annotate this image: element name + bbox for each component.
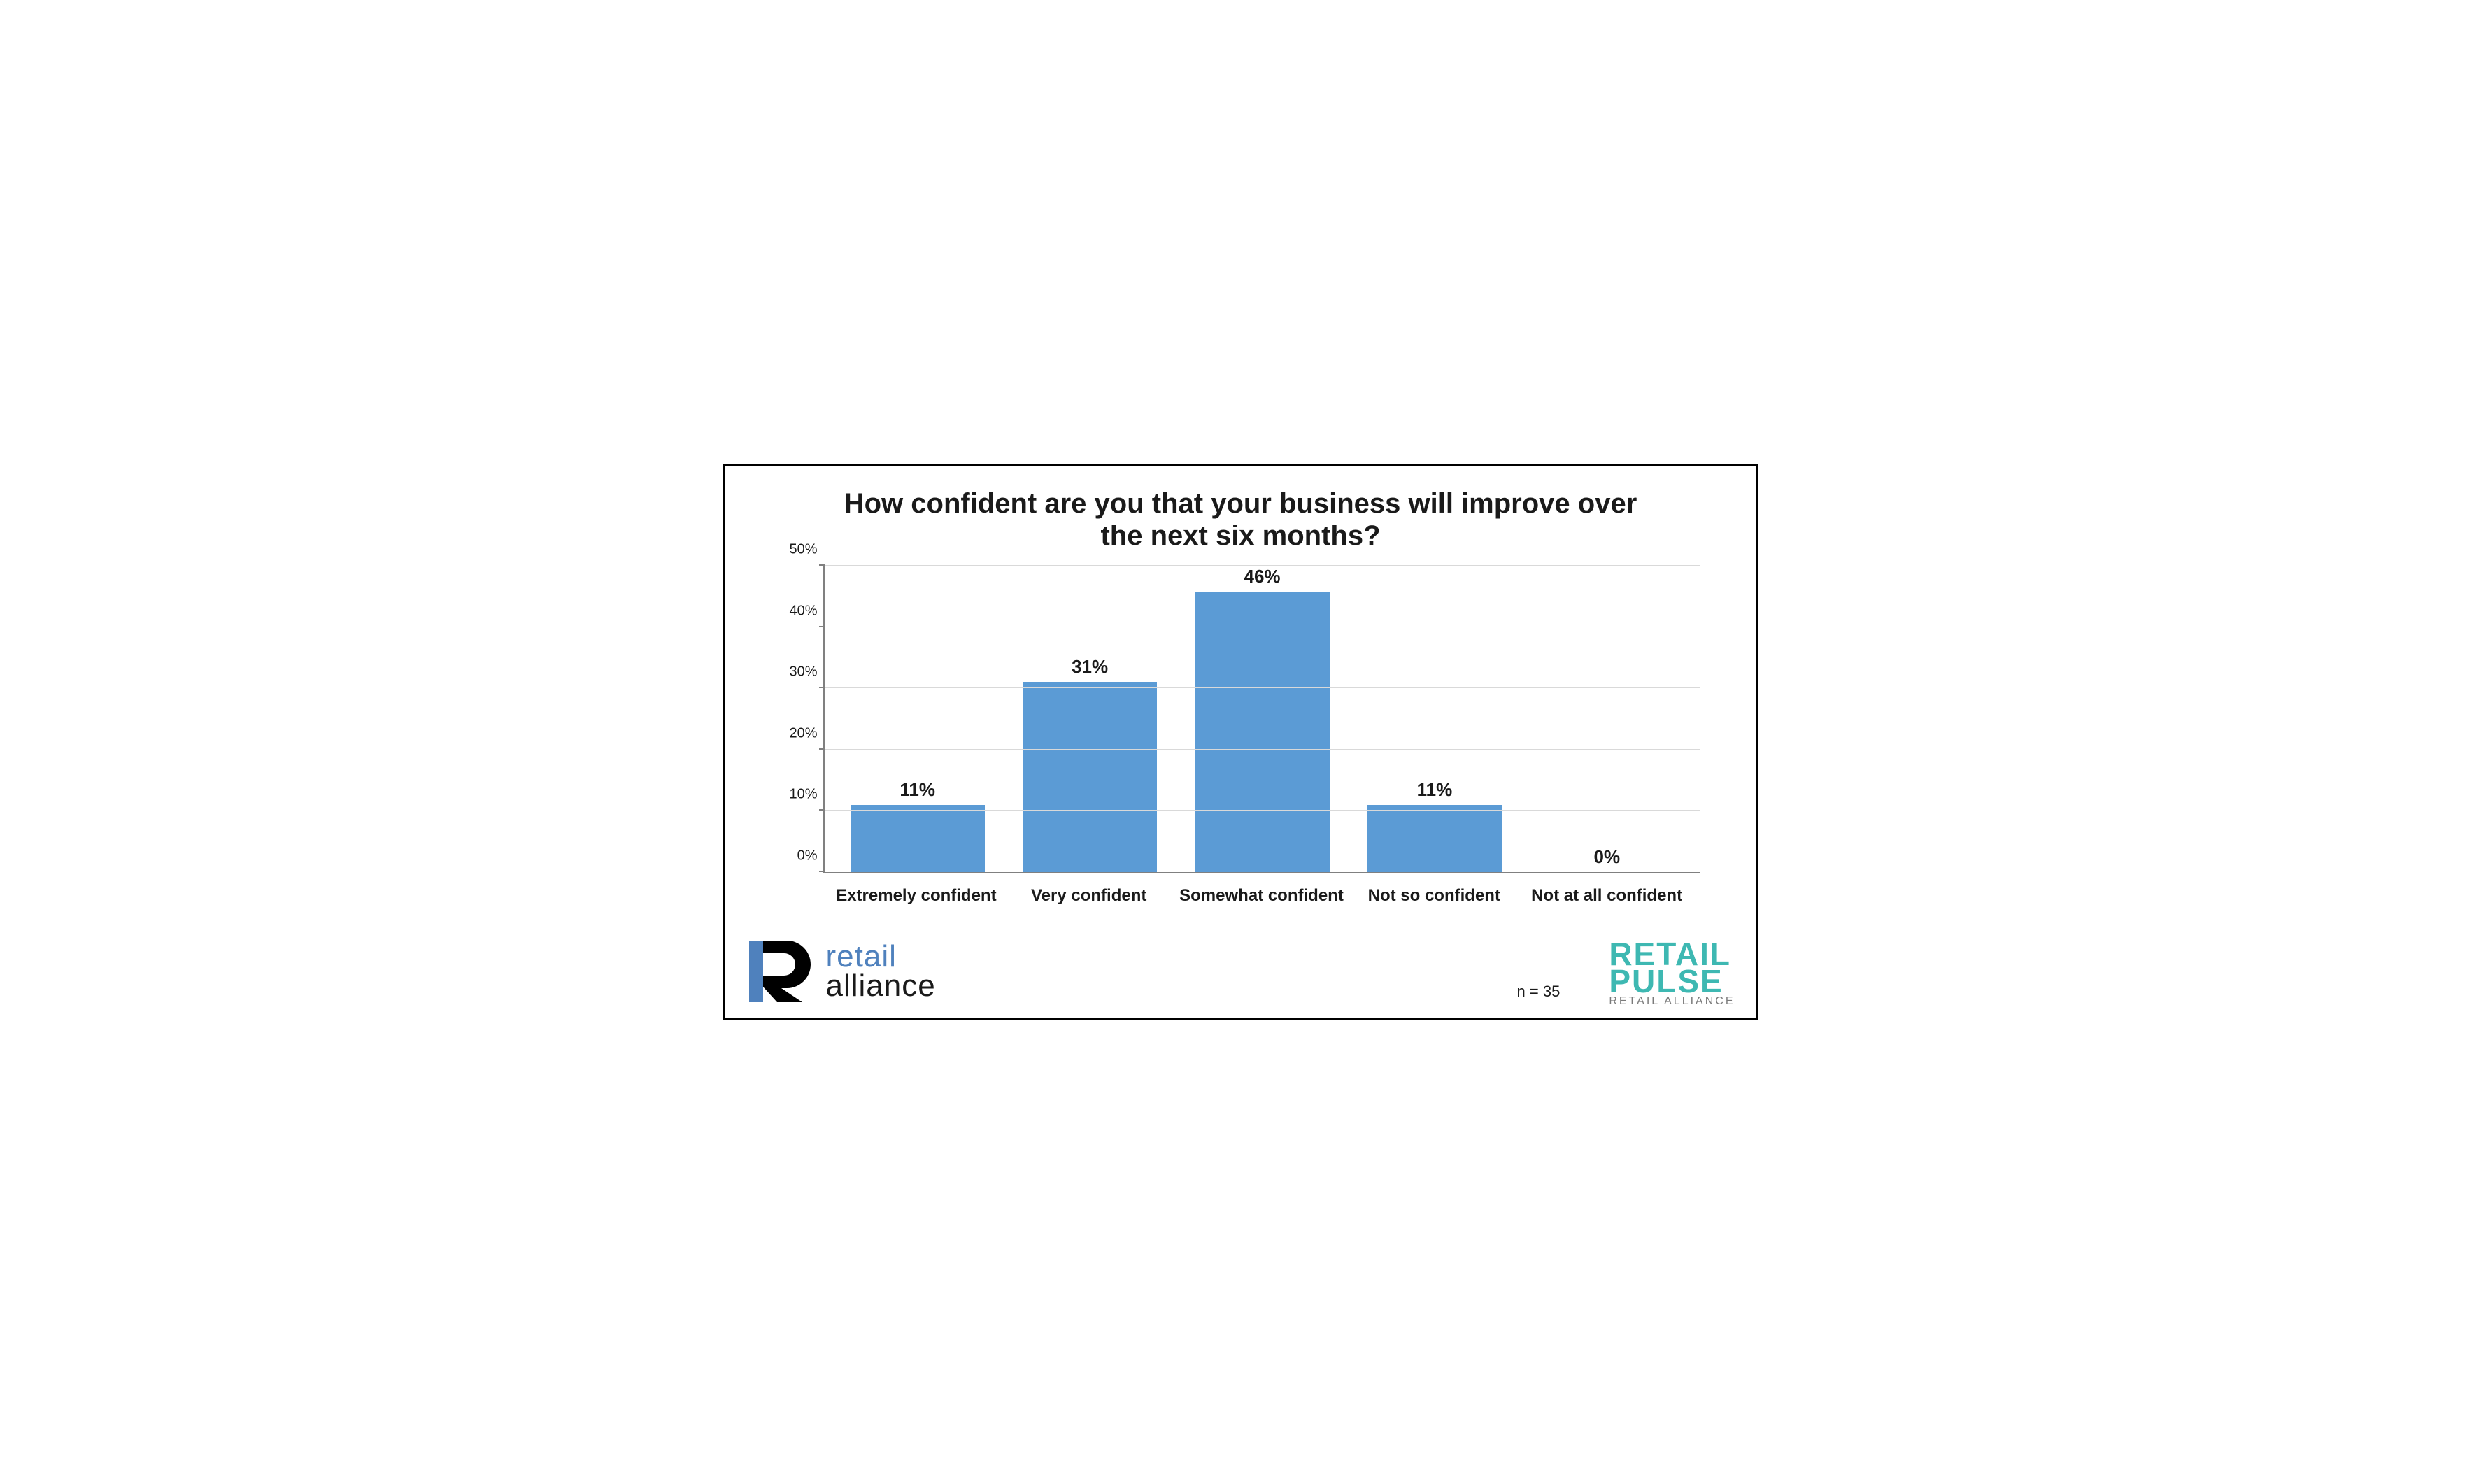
x-axis-label: Not at all confident — [1521, 880, 1693, 929]
chart-frame: How confident are you that your business… — [723, 464, 1758, 1020]
bar-slot: 11% — [1349, 566, 1521, 872]
y-tick-label: 50% — [789, 542, 824, 558]
bar — [1195, 592, 1329, 872]
y-tick-mark — [819, 564, 825, 566]
bar-slot: 31% — [1004, 566, 1176, 872]
y-tick-mark — [819, 687, 825, 688]
bar-value-label: 11% — [900, 779, 935, 801]
logo-left-line2: alliance — [826, 971, 936, 1001]
gridline — [825, 810, 1700, 811]
bar-value-label: 31% — [1072, 656, 1108, 678]
sample-size-label: n = 35 — [1517, 983, 1561, 1001]
y-tick-label: 20% — [789, 725, 824, 741]
retail-alliance-text: retail alliance — [826, 942, 936, 1001]
gridline — [825, 565, 1700, 566]
x-axis-label: Very confident — [1002, 880, 1175, 929]
logo-right-subline: RETAIL ALLIANCE — [1609, 997, 1735, 1006]
bar-value-label: 0% — [1594, 846, 1621, 868]
bar-slot: 11% — [832, 566, 1004, 872]
bar-value-label: 46% — [1244, 566, 1280, 587]
bar-chart: 11%31%46%11%0% 0%10%20%30%40%50% Extreme… — [774, 566, 1707, 929]
bar — [851, 805, 985, 872]
plot-area: 11%31%46%11%0% 0%10%20%30%40%50% — [823, 566, 1700, 873]
y-tick-label: 30% — [789, 664, 824, 680]
y-tick-mark — [819, 871, 825, 872]
x-axis-label: Somewhat confident — [1175, 880, 1348, 929]
bars-container: 11% 31% 46% 11% 0% — [825, 566, 1700, 872]
bar-slot: 0% — [1521, 566, 1693, 872]
y-tick-mark — [819, 748, 825, 750]
x-axis-label: Extremely confident — [830, 880, 1003, 929]
gridline — [825, 749, 1700, 750]
y-tick-mark — [819, 809, 825, 811]
x-axis-labels: Extremely confidentVery confidentSomewha… — [823, 880, 1700, 929]
bar — [1023, 682, 1157, 872]
logo-right-line2: PULSE — [1609, 968, 1723, 995]
y-tick-label: 0% — [797, 848, 825, 864]
retail-alliance-logo: retail alliance — [746, 936, 936, 1006]
bar-slot: 46% — [1176, 566, 1348, 872]
logo-left-line1: retail — [826, 942, 936, 971]
y-tick-label: 10% — [789, 787, 824, 803]
retail-pulse-logo: RETAIL PULSE RETAIL ALLIANCE — [1609, 941, 1735, 1006]
footer: retail alliance n = 35 RETAIL PULSE RETA… — [746, 936, 1735, 1011]
bar — [1367, 805, 1502, 872]
y-tick-label: 40% — [789, 603, 824, 619]
x-axis-label: Not so confident — [1348, 880, 1521, 929]
chart-title: How confident are you that your business… — [821, 487, 1661, 552]
retail-alliance-mark-icon — [746, 936, 816, 1006]
footer-right: n = 35 RETAIL PULSE RETAIL ALLIANCE — [1517, 941, 1735, 1006]
y-tick-mark — [819, 626, 825, 627]
gridline — [825, 687, 1700, 688]
bar-value-label: 11% — [1417, 779, 1453, 801]
